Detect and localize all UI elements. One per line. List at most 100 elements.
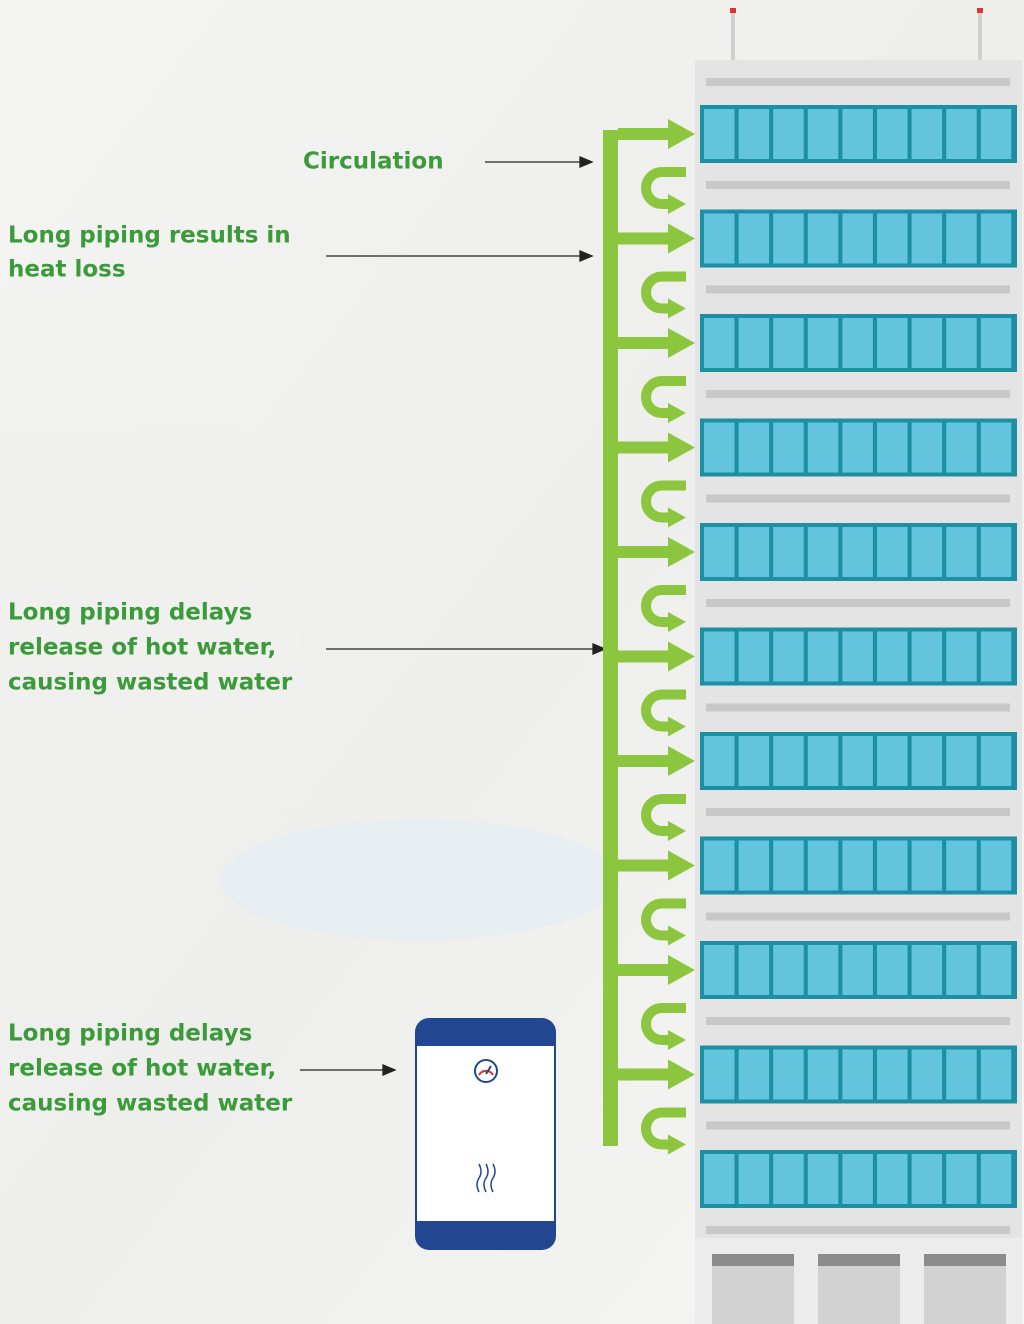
window-pane: [981, 423, 1012, 473]
label-line: causing wasted water: [8, 670, 293, 696]
window-pane: [773, 841, 804, 891]
window-pane: [842, 318, 873, 368]
window-pane: [877, 527, 908, 577]
antenna: [978, 10, 982, 60]
floor-slab: [706, 1017, 1010, 1025]
supply-pipe: [618, 442, 670, 454]
floor-slab: [706, 599, 1010, 607]
riser-pipe: [603, 130, 618, 1146]
supply-pipe: [618, 964, 670, 976]
window-pane: [842, 527, 873, 577]
window-pane: [912, 527, 943, 577]
window-pane: [739, 527, 770, 577]
window-pane: [946, 945, 977, 995]
window-pane: [808, 841, 839, 891]
window-pane: [739, 841, 770, 891]
label-line: Long piping delays: [8, 1021, 252, 1047]
label-line: release of hot water,: [8, 635, 276, 661]
window-pane: [842, 1154, 873, 1204]
antenna: [731, 10, 735, 60]
window-pane: [739, 945, 770, 995]
floor-slab: [706, 808, 1010, 816]
door-top: [924, 1254, 1006, 1266]
window-pane: [912, 318, 943, 368]
window-pane: [773, 527, 804, 577]
window-pane: [808, 318, 839, 368]
window-pane: [773, 109, 804, 159]
supply-pipe: [618, 1069, 670, 1081]
window-pane: [981, 214, 1012, 264]
window-pane: [946, 423, 977, 473]
floor-slab: [706, 704, 1010, 712]
door-top: [818, 1254, 900, 1266]
window-pane: [877, 109, 908, 159]
label-line: causing wasted water: [8, 1091, 293, 1117]
window-pane: [739, 318, 770, 368]
label-line: heat loss: [8, 257, 126, 283]
window-pane: [808, 632, 839, 682]
window-pane: [981, 527, 1012, 577]
antenna-light: [977, 8, 983, 13]
window-pane: [946, 1154, 977, 1204]
window-pane: [808, 736, 839, 786]
window-pane: [981, 1154, 1012, 1204]
window-pane: [912, 214, 943, 264]
floor-slab: [706, 286, 1010, 294]
window-pane: [773, 423, 804, 473]
window-pane: [981, 1050, 1012, 1100]
window-pane: [808, 1050, 839, 1100]
window-pane: [981, 632, 1012, 682]
window-pane: [704, 945, 735, 995]
window-pane: [704, 1050, 735, 1100]
supply-pipe: [618, 337, 670, 349]
antenna-light: [730, 8, 736, 13]
window-pane: [912, 736, 943, 786]
window-pane: [704, 841, 735, 891]
door-top: [712, 1254, 794, 1266]
water-heater: [415, 1018, 556, 1250]
supply-pipe: [618, 546, 670, 558]
window-pane: [842, 632, 873, 682]
floor-slab: [706, 1226, 1010, 1234]
window-pane: [842, 109, 873, 159]
window-pane: [981, 945, 1012, 995]
supply-pipe: [618, 755, 670, 767]
window-pane: [739, 1050, 770, 1100]
window-pane: [773, 214, 804, 264]
label-line: Long piping delays: [8, 600, 252, 626]
window-pane: [912, 632, 943, 682]
window-pane: [739, 109, 770, 159]
window-pane: [912, 1050, 943, 1100]
window-pane: [877, 214, 908, 264]
window-pane: [946, 1050, 977, 1100]
label-line: Long piping results in: [8, 223, 291, 249]
window-pane: [808, 527, 839, 577]
floor-slab: [706, 390, 1010, 398]
window-pane: [808, 423, 839, 473]
window-pane: [912, 945, 943, 995]
label-line: release of hot water,: [8, 1056, 276, 1082]
window-pane: [946, 841, 977, 891]
window-pane: [912, 841, 943, 891]
window-pane: [877, 318, 908, 368]
window-pane: [877, 945, 908, 995]
window-pane: [739, 1154, 770, 1204]
window-pane: [981, 736, 1012, 786]
window-pane: [808, 214, 839, 264]
window-pane: [946, 632, 977, 682]
supply-pipe: [618, 860, 670, 872]
window-pane: [912, 1154, 943, 1204]
window-pane: [877, 1050, 908, 1100]
window-pane: [704, 1154, 735, 1204]
window-pane: [773, 1154, 804, 1204]
window-pane: [773, 736, 804, 786]
roof-line: [706, 78, 1010, 86]
window-pane: [704, 318, 735, 368]
window-pane: [704, 109, 735, 159]
window-pane: [773, 1050, 804, 1100]
window-pane: [912, 109, 943, 159]
window-pane: [877, 1154, 908, 1204]
window-pane: [739, 632, 770, 682]
window-pane: [877, 632, 908, 682]
window-pane: [946, 109, 977, 159]
